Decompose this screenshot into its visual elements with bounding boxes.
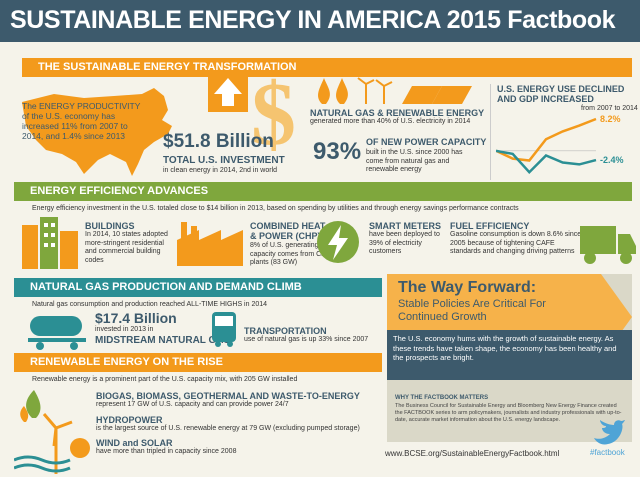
- investment-amount: $51.8 Billion: [163, 131, 274, 152]
- buildings-text: In 2014, 10 states adopted more-stringen…: [85, 231, 168, 264]
- section-title-transformation: THE SUSTAINABLE ENERGY TRANSFORMATION: [22, 58, 632, 77]
- end-label-energy: -2.4%: [600, 155, 624, 165]
- wind-solar-text: have more than tripled in capacity since…: [96, 448, 237, 455]
- smart-meter-icon: [317, 221, 359, 263]
- twitter-bird-icon: [594, 420, 625, 445]
- tank-car-icon: [28, 316, 86, 350]
- chp-text: 8% of U.S. generating capacity comes fro…: [250, 242, 331, 266]
- investment-label: TOTAL U.S. INVESTMENT: [163, 155, 285, 166]
- new-capacity-text: built in the U.S. since 2000 has come fr…: [366, 149, 463, 173]
- gas-renewable-title: NATURAL GAS & RENEWABLE ENERGY: [310, 108, 485, 118]
- chart-subtitle: from 2007 to 2014: [581, 105, 638, 112]
- fuel-efficiency-title: FUEL EFFICIENCY: [450, 221, 530, 231]
- renewable-icons: [14, 390, 90, 474]
- footer-url[interactable]: www.BCSE.org/SustainableEnergyFactbook.h…: [385, 449, 560, 458]
- investment-icon: $: [208, 72, 296, 160]
- way-forward-body: The U.S. economy hums with the growth of…: [393, 334, 617, 362]
- header-banner: SUSTAINABLE ENERGY IN AMERICA 2015 Factb…: [0, 0, 640, 42]
- transportation-text: use of natural gas is up 33% since 2007: [244, 336, 369, 343]
- buildings-title: BUILDINGS: [85, 221, 135, 231]
- way-forward-title: The Way Forward:: [398, 279, 537, 296]
- way-forward-body-box: [387, 330, 632, 380]
- biogas-text: represent 17 GW of U.S. capacity and can…: [96, 401, 289, 408]
- gas-renewable-text: generated more than 40% of U.S. electric…: [310, 118, 471, 125]
- section-title-natural-gas: NATURAL GAS PRODUCTION AND DEMAND CLIMB: [14, 278, 382, 297]
- biogas-title: BIOGAS, BIOMASS, GEOTHERMAL AND WASTE-TO…: [96, 391, 360, 401]
- investment-note: in clean energy in 2014, 2nd in world: [163, 167, 278, 174]
- way-forward-subtitle: Stable Policies Are Critical For Continu…: [398, 298, 546, 323]
- new-capacity-title: OF NEW POWER CAPACITY: [366, 137, 487, 147]
- hydropower-text: is the largest source of U.S. renewable …: [96, 425, 360, 432]
- bus-icon: [212, 312, 236, 347]
- series-line-energy: [496, 149, 597, 175]
- smart-meters-title: SMART METERS: [369, 221, 441, 231]
- new-capacity-percent: 93%: [313, 138, 362, 165]
- buildings-icon: [22, 217, 78, 269]
- wind-solar-title: WIND and SOLAR: [96, 438, 173, 448]
- why-factbook-text: The Business Council for Sustainable Ene…: [395, 403, 622, 423]
- energy-gdp-chart: 8.2% -2.4%: [496, 114, 624, 175]
- page-title: SUSTAINABLE ENERGY IN AMERICA 2015 Factb…: [10, 6, 616, 34]
- transportation-title: TRANSPORTATION: [244, 326, 327, 336]
- chart-title: U.S. ENERGY USE DECLINED AND GDP INCREAS…: [497, 84, 625, 104]
- end-label-gdp: 8.2%: [600, 114, 621, 124]
- hydropower-title: HYDROPOWER: [96, 415, 163, 425]
- midstream-note: invested in 2013 in: [95, 326, 154, 333]
- svg-text:$: $: [251, 72, 296, 160]
- chp-plant-icon: [177, 222, 243, 266]
- fuel-efficiency-text: Gasoline consumption is down 8.6% since …: [450, 231, 582, 255]
- section-title-efficiency: ENERGY EFFICIENCY ADVANCES: [14, 182, 632, 201]
- efficiency-intro: Energy efficiency investment in the U.S.…: [32, 205, 519, 212]
- productivity-text: The ENERGY PRODUCTIVITY of the U.S. econ…: [22, 101, 141, 141]
- smart-meters-text: have been deployed to 39% of electricity…: [369, 231, 440, 255]
- why-factbook-title: WHY THE FACTBOOK MATTERS: [395, 395, 489, 401]
- chp-title: COMBINED HEAT & POWER (CHP): [250, 221, 326, 241]
- section-title-renewable: RENEWABLE ENERGY ON THE RISE: [14, 353, 382, 372]
- truck-icon: [580, 226, 636, 264]
- us-map-icon: [22, 88, 172, 176]
- renewable-intro: Renewable energy is a prominent part of …: [32, 376, 298, 383]
- hashtag-link[interactable]: #factbook: [590, 448, 625, 457]
- midstream-label: MIDSTREAM NATURAL GAS: [95, 335, 231, 346]
- gas-intro: Natural gas consumption and production r…: [32, 301, 268, 308]
- midstream-amount: $17.4 Billion: [95, 310, 177, 326]
- flame-wind-solar-icon: [318, 77, 472, 104]
- series-line-gdp: [496, 117, 597, 162]
